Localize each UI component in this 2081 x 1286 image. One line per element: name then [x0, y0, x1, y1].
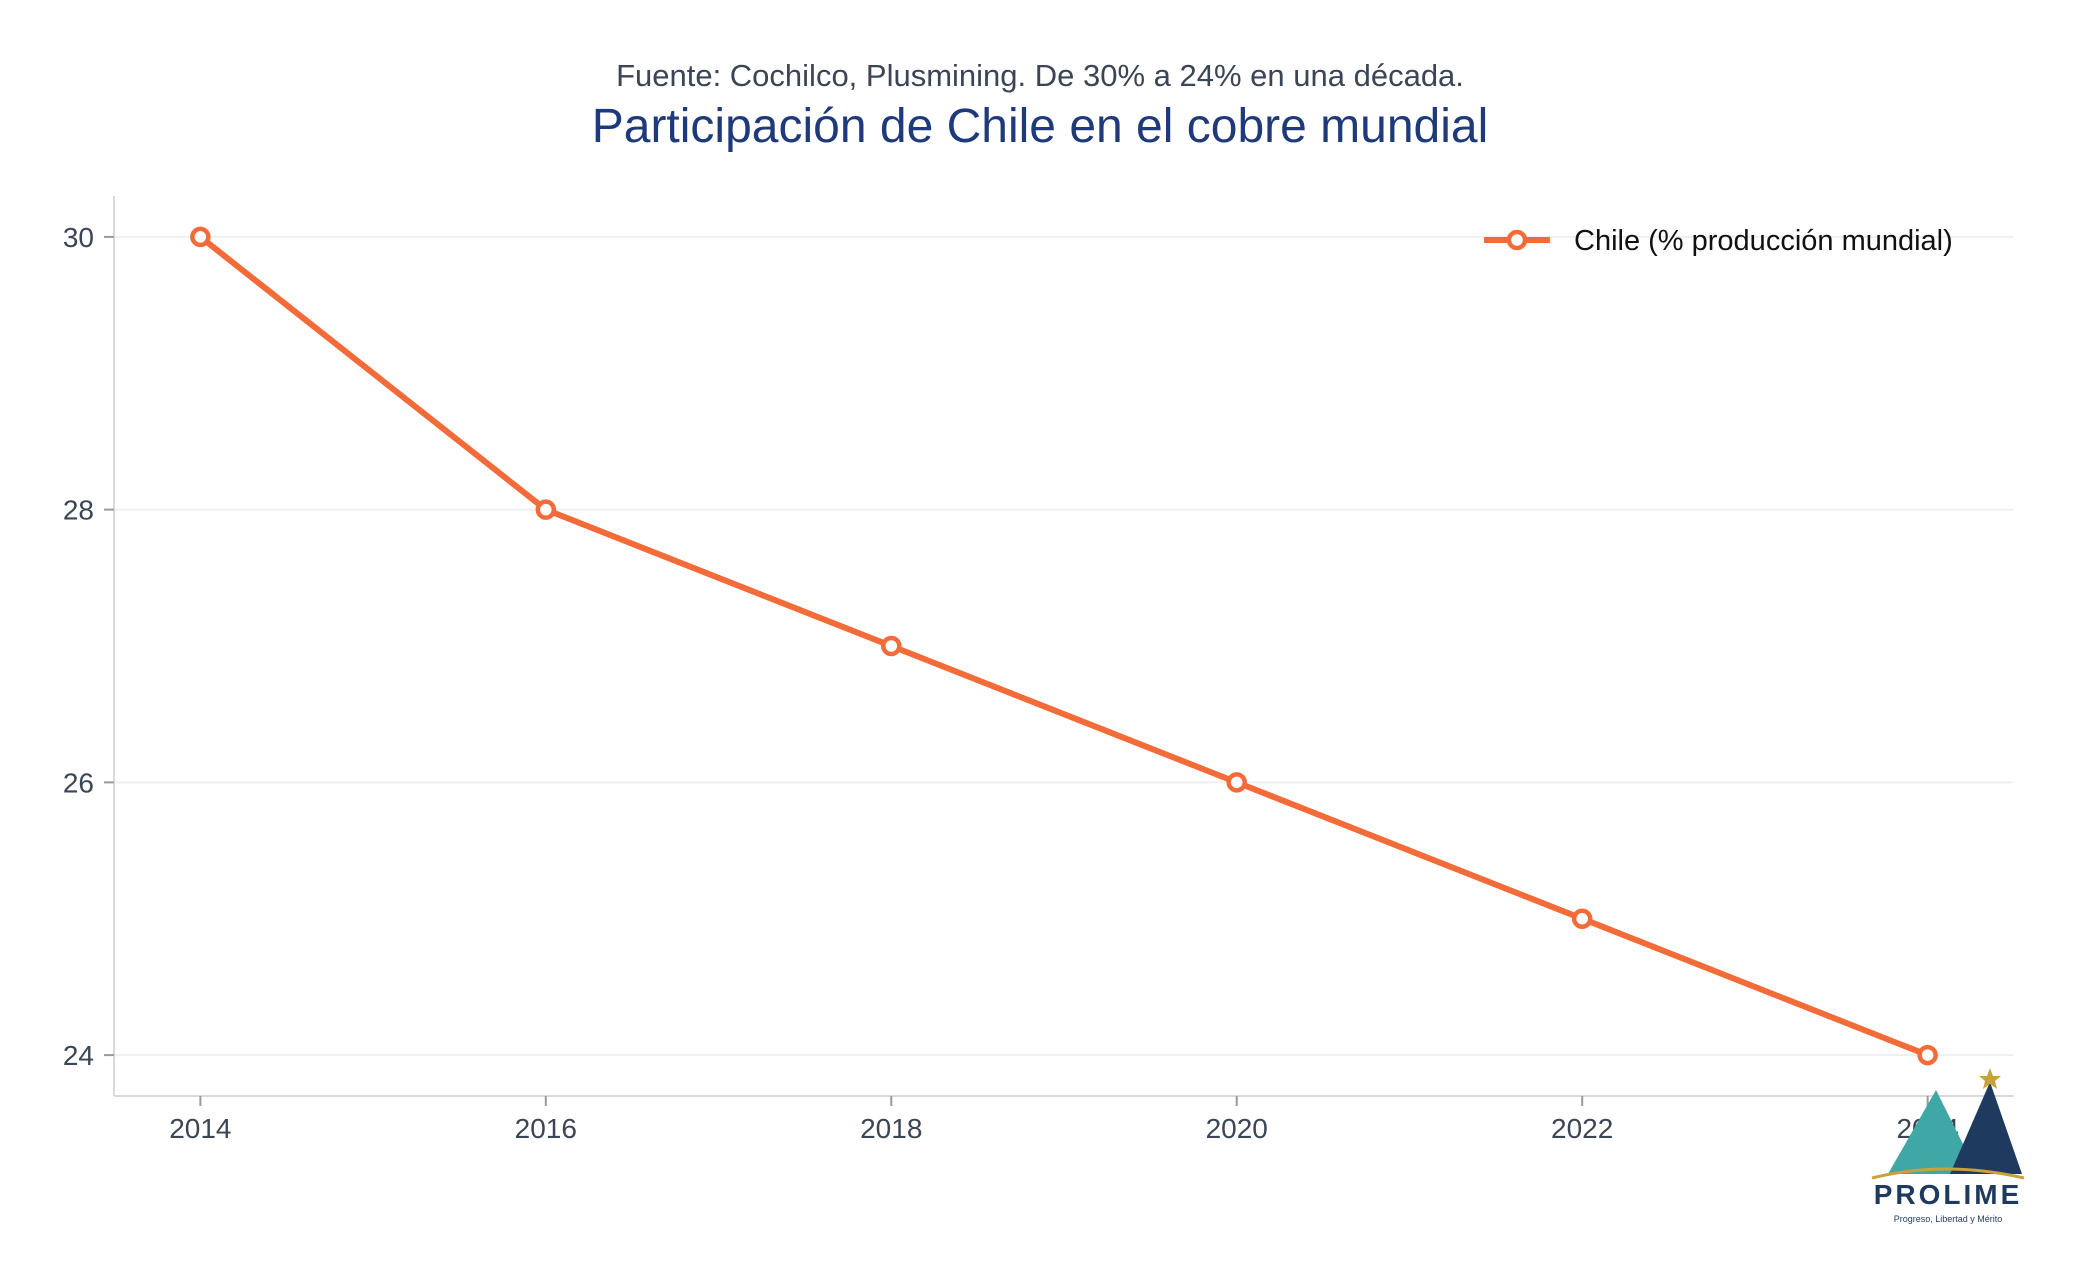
- x-tick-label: 2018: [860, 1113, 922, 1144]
- logo-navy-peak: [1950, 1082, 2022, 1174]
- logo-name: PROLIME: [1874, 1179, 2023, 1210]
- x-tick-label: 2016: [515, 1113, 577, 1144]
- y-tick-label: 24: [63, 1040, 94, 1071]
- chart-title: Participación de Chile en el cobre mundi…: [592, 100, 1489, 153]
- series-line: [197, 233, 1931, 1059]
- y-axis: 24 26 28 30: [63, 222, 114, 1071]
- prolime-logo: PROLIME Progreso, Libertad y Mérito: [1871, 1068, 2025, 1224]
- x-tick-label: 2022: [1551, 1113, 1613, 1144]
- legend: Chile (% producción mundial): [1484, 225, 1953, 257]
- logo-tagline: Progreso, Libertad y Mérito: [1894, 1214, 2003, 1224]
- data-point: [1226, 772, 1247, 793]
- legend-label: Chile (% producción mundial): [1574, 225, 1953, 257]
- gridlines: [114, 235, 2014, 1057]
- series-chile: [190, 226, 1938, 1066]
- x-tick-label: 2020: [1206, 1113, 1268, 1144]
- y-tick-label: 28: [63, 495, 94, 526]
- data-point: [535, 499, 557, 520]
- data-point: [1571, 908, 1593, 929]
- y-tick-label: 30: [63, 222, 94, 253]
- logo-teal-peak: [1888, 1090, 1978, 1174]
- data-point: [881, 635, 902, 657]
- data-point: [190, 226, 211, 248]
- legend-marker: [1506, 229, 1528, 251]
- chart-subtitle: Fuente: Cochilco, Plusmining. De 30% a 2…: [616, 58, 1464, 93]
- logo-gold-star: [1979, 1068, 2001, 1089]
- x-axis: 201420162018202020222024: [169, 1096, 1959, 1144]
- x-tick-label: 2014: [169, 1113, 231, 1144]
- y-tick-label: 26: [63, 767, 94, 798]
- data-point: [1917, 1044, 1938, 1066]
- logo-gold-arc: [1871, 1167, 2025, 1180]
